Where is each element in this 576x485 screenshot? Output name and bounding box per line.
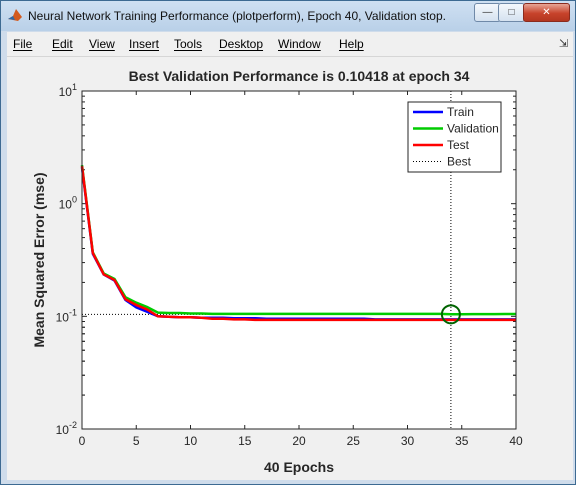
x-tick-label: 10 (184, 434, 198, 448)
minimize-icon: — (482, 7, 493, 18)
x-tick-label: 20 (292, 434, 306, 448)
maximize-icon: □ (508, 7, 515, 18)
menu-bar: File Edit View Insert Tools Desktop Wind… (7, 32, 573, 57)
x-tick-label: 25 (347, 434, 361, 448)
x-tick-label: 35 (455, 434, 469, 448)
plot-frame (81, 90, 517, 430)
menu-edit[interactable]: Edit (52, 37, 73, 51)
y-tick-label: 101 (59, 82, 77, 99)
series-line-validation (80, 164, 516, 316)
y-tick-label: 100 (59, 195, 77, 212)
legend-box (407, 101, 502, 173)
y-axis-label: Mean Squared Error (mse) (31, 172, 47, 347)
menu-view[interactable]: View (89, 37, 115, 51)
menu-file[interactable]: File (13, 37, 33, 51)
close-icon: ✕ (542, 7, 551, 18)
x-axis-label: 40 Epochs (264, 459, 334, 475)
figure-area: Best Validation Performance is 0.10418 a… (7, 57, 573, 480)
menu-help[interactable]: Help (339, 37, 364, 51)
y-tick-label: 10-2 (56, 420, 77, 437)
maximize-button[interactable]: □ (498, 3, 525, 22)
x-tick-label: 0 (79, 434, 86, 448)
chart-title: Best Validation Performance is 0.10418 a… (129, 68, 470, 84)
x-tick-label: 30 (401, 434, 415, 448)
close-button[interactable]: ✕ (523, 3, 570, 22)
minimize-button[interactable]: — (474, 3, 501, 22)
menu-desktop[interactable]: Desktop (219, 37, 264, 51)
performance-plot: Best Validation Performance is 0.10418 a… (31, 68, 523, 475)
legend-label: Train (447, 105, 474, 119)
x-tick-label: 5 (133, 434, 140, 448)
matlab-icon (8, 9, 22, 21)
menu-tools[interactable]: Tools (174, 37, 203, 51)
legend-label: Best (447, 155, 472, 169)
title-bar[interactable]: Neural Network Training Performance (plo… (1, 1, 575, 31)
menu-insert[interactable]: Insert (129, 37, 160, 51)
y-tick-label: 10-1 (56, 307, 77, 324)
legend: Train Validation Test Best (407, 101, 502, 173)
x-tick-label: 40 (509, 434, 523, 448)
window-title: Neural Network Training Performance (plo… (28, 9, 446, 23)
best-point-marker (440, 304, 461, 325)
legend-label: Validation (447, 122, 499, 136)
legend-label: Test (447, 138, 470, 152)
menu-window[interactable]: Window (278, 37, 321, 51)
x-tick-label: 15 (238, 434, 252, 448)
dock-arrow-icon[interactable]: ⇲ (559, 38, 569, 50)
